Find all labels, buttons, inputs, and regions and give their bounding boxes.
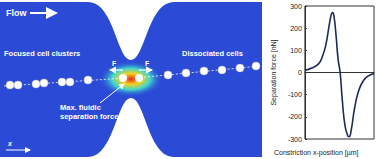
- svg-text:separation force: separation force: [60, 112, 118, 121]
- svg-text:300: 300: [290, 3, 302, 10]
- svg-text:-200: -200: [288, 113, 302, 120]
- svg-text:100: 100: [290, 47, 302, 54]
- svg-text:F: F: [112, 60, 117, 67]
- svg-text:x: x: [7, 140, 13, 147]
- svg-text:0: 0: [298, 69, 302, 76]
- svg-text:Max. fluidic: Max. fluidic: [60, 103, 101, 112]
- svg-text:Focused cell clusters: Focused cell clusters: [4, 49, 80, 58]
- svg-text:Flow: Flow: [6, 8, 27, 18]
- svg-text:-100: -100: [288, 91, 302, 98]
- svg-text:-300: -300: [288, 136, 302, 143]
- svg-text:Separation force [nN]: Separation force [nN]: [270, 39, 278, 105]
- svg-text:Constriction x-position [µm]: Constriction x-position [µm]: [274, 149, 359, 157]
- svg-text:Dissociated cells: Dissociated cells: [182, 49, 243, 58]
- svg-text:F: F: [145, 60, 150, 67]
- svg-text:200: 200: [290, 25, 302, 32]
